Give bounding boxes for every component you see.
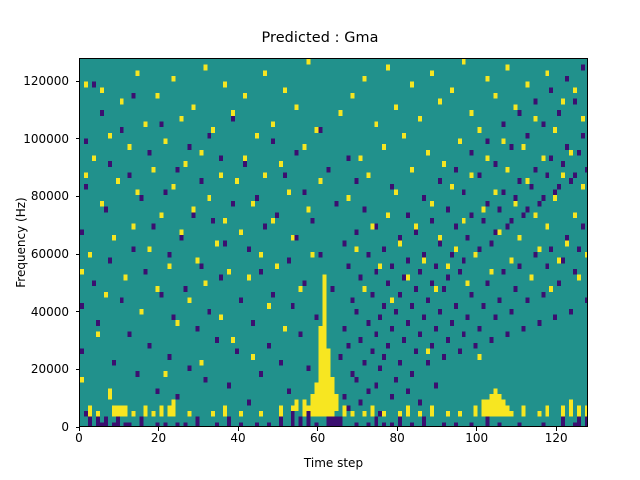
chart-title: Predicted : Gma	[261, 30, 379, 46]
y-axis-tick-text: 80000	[30, 189, 69, 204]
x-axis-tick-label: 20	[150, 431, 167, 445]
y-axis-tick-label: 0	[0, 421, 69, 433]
x-axis-tick-mark	[476, 427, 478, 431]
x-axis-tick-label: 60	[309, 431, 326, 445]
y-axis-tick-label: 40000	[0, 306, 69, 318]
y-axis-tick-label: 20000	[0, 363, 69, 375]
x-axis-tick-mark	[158, 427, 160, 431]
y-axis-tick-label: 60000	[0, 248, 69, 260]
y-axis-tick-mark	[75, 426, 79, 428]
y-axis-tick-mark	[75, 138, 79, 140]
x-axis-label: Time step	[303, 456, 364, 470]
heatmap-axes	[79, 58, 588, 427]
y-axis-tick-mark	[75, 368, 79, 370]
y-axis-label: Frequency (Hz)	[14, 197, 28, 288]
x-axis-tick-label: 40	[230, 431, 246, 445]
x-axis-tick-label: 80	[389, 431, 405, 445]
x-axis-tick-mark	[317, 427, 319, 431]
y-axis-tick-text: 60000	[30, 247, 69, 262]
y-axis-tick-mark	[75, 311, 79, 313]
x-axis-tick-mark	[555, 427, 557, 431]
x-axis-tick-mark	[78, 427, 80, 431]
x-axis-tick-label: 120	[544, 431, 568, 445]
y-axis-tick-text: 40000	[30, 304, 69, 319]
y-axis-tick-text: 100000	[23, 131, 69, 146]
y-axis-tick-text: 0	[61, 420, 69, 434]
x-axis-tick-label: 100	[465, 431, 489, 445]
heatmap-image	[80, 59, 587, 426]
y-axis-tick-text: 120000	[23, 74, 69, 89]
y-axis-tick-text: 20000	[30, 362, 69, 377]
y-axis-tick-mark	[75, 80, 79, 82]
x-axis-tick-mark	[396, 427, 398, 431]
x-axis-tick-mark	[237, 427, 239, 431]
y-axis-tick-label: 100000	[0, 133, 69, 145]
x-axis-tick-label: 0	[75, 431, 83, 445]
y-axis-tick-mark	[75, 253, 79, 255]
y-axis-tick-label: 80000	[0, 190, 69, 202]
y-axis-tick-mark	[75, 195, 79, 197]
y-axis-tick-label: 120000	[0, 75, 69, 87]
